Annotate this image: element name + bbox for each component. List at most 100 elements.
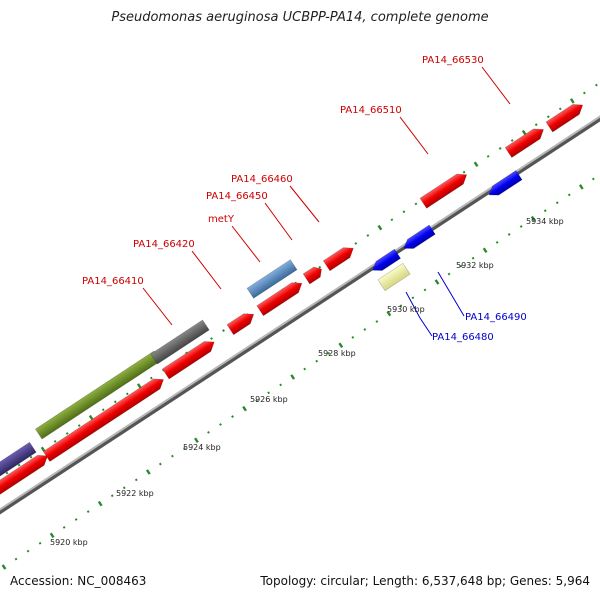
gene-label[interactable]: PA14_66460: [231, 174, 293, 185]
tick-mark: [113, 400, 117, 404]
cds-minus[interactable]: [486, 170, 523, 200]
tick-mark: [29, 455, 33, 459]
ruler-label: 5926 kbp: [250, 395, 288, 404]
label-connector: [437, 271, 465, 317]
tick-mark: [134, 478, 138, 482]
cds-plus[interactable]: [302, 264, 325, 285]
tick-mark: [434, 279, 440, 285]
tick-mark: [375, 320, 379, 323]
tick-mark: [14, 557, 18, 561]
tick-mark: [507, 233, 511, 236]
tick-mark: [399, 304, 403, 308]
tick-mark: [462, 170, 466, 174]
cds-minus[interactable]: [401, 224, 436, 253]
tick-mark: [149, 376, 153, 380]
ruler-label: 5920 kbp: [50, 538, 88, 547]
tick-mark: [65, 432, 69, 435]
tick-mark: [411, 296, 415, 300]
gene-label[interactable]: PA14_66410: [82, 276, 144, 287]
tick-mark: [521, 129, 527, 136]
tick-mark: [390, 218, 394, 222]
genome-summary-text: Topology: circular; Length: 6,537,648 bp…: [260, 574, 590, 588]
tick-mark: [222, 329, 225, 332]
tick-mark: [338, 342, 344, 349]
tick-mark: [194, 437, 199, 444]
tick-mark: [231, 415, 234, 418]
tick-mark: [569, 98, 575, 104]
gene-labels-bottom: PA14_66490 PA14_66480: [405, 271, 527, 343]
label-connector: [399, 116, 429, 155]
gene-label[interactable]: PA14_66490: [465, 312, 527, 323]
cds-plus[interactable]: [504, 124, 547, 158]
tick-mark: [498, 147, 502, 150]
tick-mark: [327, 351, 331, 355]
tick-mark: [351, 335, 355, 339]
tick-mark: [366, 234, 370, 237]
tick-mark: [519, 225, 523, 228]
gene-label[interactable]: PA14_66450: [206, 191, 268, 202]
gene-label[interactable]: PA14_66480: [432, 332, 494, 343]
tick-mark: [255, 399, 258, 403]
other-feature[interactable]: [0, 441, 37, 481]
tick-mark: [354, 242, 358, 245]
ruler-label: 5924 kbp: [183, 443, 221, 452]
label-connector: [289, 185, 320, 223]
gene-label[interactable]: PA14_66420: [133, 239, 195, 250]
tick-mark: [1, 564, 7, 570]
tick-mark: [543, 209, 547, 213]
ruler-label: 5922 kbp: [116, 489, 154, 498]
tick-mark: [495, 240, 499, 244]
cds-minus[interactable]: [369, 248, 401, 275]
tick-mark: [158, 462, 162, 466]
tick-mark: [567, 193, 571, 197]
tick-mark: [267, 391, 270, 395]
tick-mark: [210, 337, 213, 340]
tick-mark: [482, 247, 488, 254]
gene-label[interactable]: metY: [208, 214, 235, 225]
label-connector: [191, 250, 222, 290]
gene-label[interactable]: PA14_66530: [422, 55, 484, 66]
tick-mark: [558, 107, 562, 111]
upper-tick-row: [5, 83, 598, 475]
tick-mark: [555, 201, 559, 205]
tick-mark: [62, 526, 66, 529]
tick-mark: [386, 310, 392, 317]
cds-plus[interactable]: [226, 309, 257, 336]
tick-mark: [534, 123, 538, 127]
cds-plus[interactable]: [322, 243, 356, 272]
cds-plus[interactable]: [419, 170, 470, 209]
cds-plus[interactable]: [42, 374, 167, 462]
tick-mark: [318, 265, 322, 269]
tick-mark: [459, 264, 463, 268]
cds-plus[interactable]: [545, 100, 586, 133]
tick-mark: [145, 469, 151, 475]
cds-plus[interactable]: [162, 337, 217, 380]
tick-mark: [471, 256, 475, 260]
map-title: Pseudomonas aeruginosa UCBPP-PA14, compl…: [111, 10, 489, 25]
other-feature[interactable]: [150, 319, 210, 365]
tick-mark: [171, 454, 174, 458]
pseudo-feature[interactable]: [377, 262, 411, 292]
lower-tick-row: [1, 177, 595, 570]
tick-mark: [578, 184, 584, 190]
tick-mark: [125, 392, 129, 396]
cds-plus[interactable]: [256, 278, 305, 317]
tick-mark: [402, 210, 406, 214]
tick-mark: [207, 431, 210, 434]
tick-mark: [110, 494, 114, 498]
tick-mark: [279, 383, 283, 387]
tick-mark: [74, 518, 78, 521]
tick-mark: [423, 288, 427, 292]
tick-mark: [88, 414, 94, 421]
tick-mark: [473, 161, 479, 168]
gene-label[interactable]: PA14_66510: [340, 105, 402, 116]
label-connector: [405, 291, 433, 337]
tick-mark: [582, 91, 586, 95]
tick-mark: [546, 115, 550, 119]
tick-mark: [183, 446, 186, 450]
tick-mark: [591, 177, 595, 181]
rna-metY[interactable]: [246, 259, 298, 299]
cds-plus[interactable]: [0, 451, 51, 498]
feature-track: [0, 100, 586, 498]
